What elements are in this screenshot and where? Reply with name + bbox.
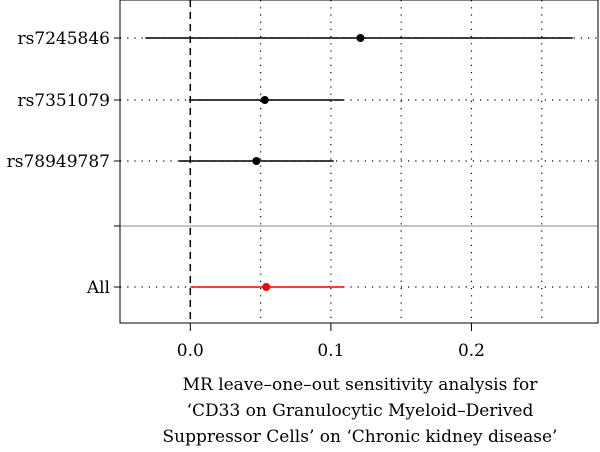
- estimate-point-rs7351079: [260, 96, 269, 104]
- estimate-point-rs7245846: [356, 34, 365, 42]
- y-tick-label-rs78949787: rs78949787: [7, 152, 110, 172]
- x-axis-ticks: 0.0 0.1 0.2: [177, 323, 485, 361]
- x-tick-label-0: 0.0: [177, 341, 204, 361]
- x-axis-label-line-1: MR leave–one–out sensitivity analysis fo…: [183, 375, 539, 395]
- y-tick-label-overall: All: [86, 278, 110, 298]
- estimate-point-rs78949787: [252, 157, 261, 165]
- y-tick-label-rs7245846: rs7245846: [17, 29, 110, 49]
- estimate-point-overall: [262, 283, 271, 291]
- y-tick-label-rs7351079: rs7351079: [17, 91, 110, 111]
- estimate-marks: [145, 34, 573, 291]
- y-axis-labels: rs7245846 rs7351079 rs78949787 All: [7, 29, 120, 298]
- x-axis-label-line-3: Suppressor Cells’ on ‘Chronic kidney dis…: [163, 427, 558, 447]
- x-tick-label-1: 0.1: [317, 341, 344, 361]
- x-axis-label-line-2: ‘CD33 on Granulocytic Myeloid–Derived: [187, 401, 534, 421]
- x-tick-label-2: 0.2: [458, 341, 485, 361]
